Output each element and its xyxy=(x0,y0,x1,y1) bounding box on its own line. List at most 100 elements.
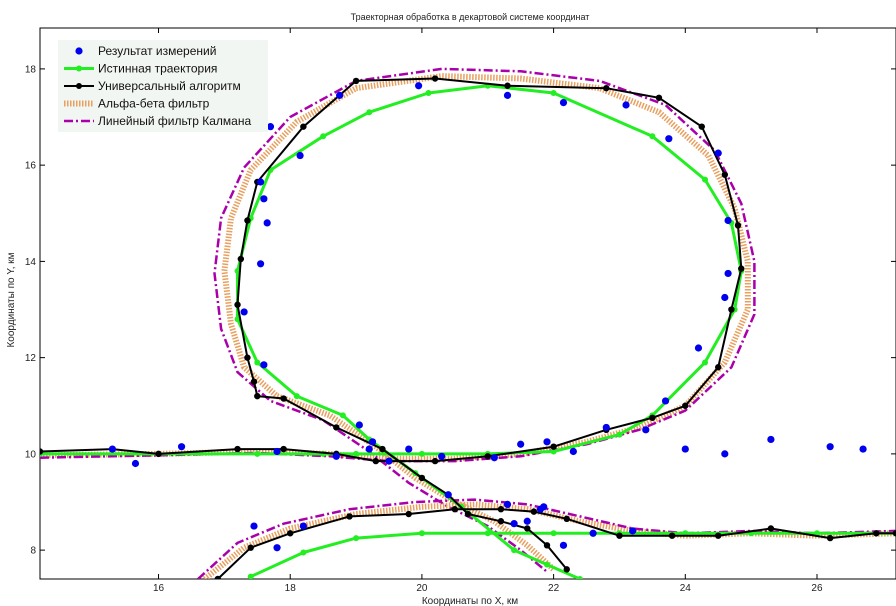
series-point xyxy=(655,94,663,101)
series-line xyxy=(202,501,896,579)
legend-item: Универсальный алгоритм xyxy=(64,79,241,93)
measurement-point xyxy=(385,457,393,465)
series-point xyxy=(682,402,689,409)
series-point xyxy=(379,445,386,453)
measurement-point xyxy=(622,101,630,109)
series-point xyxy=(418,474,426,482)
series-point xyxy=(280,445,287,453)
measurement-point xyxy=(240,308,248,316)
measurement-point xyxy=(724,216,732,225)
series-layer xyxy=(40,67,896,579)
x-tick-label: 18 xyxy=(285,583,297,594)
measurement-point xyxy=(859,445,867,453)
x-tick-label: 24 xyxy=(680,583,692,594)
measurement-point xyxy=(826,443,834,451)
series-7 xyxy=(202,501,896,579)
measurement-point xyxy=(296,151,304,160)
series-point xyxy=(497,518,505,525)
series-point xyxy=(550,448,557,455)
series-8 xyxy=(197,498,896,579)
series-point xyxy=(287,530,294,537)
measurement-point xyxy=(444,491,452,499)
series-point xyxy=(247,573,254,579)
series-point xyxy=(563,515,570,523)
y-tick-label: 10 xyxy=(25,449,37,460)
measurement-point xyxy=(767,435,775,444)
series-point xyxy=(300,549,307,556)
measurement-point xyxy=(273,544,281,552)
measurement-point xyxy=(256,260,265,268)
series-point xyxy=(524,525,531,532)
series-point xyxy=(353,535,360,542)
measurement-point xyxy=(355,421,363,429)
measurement-point xyxy=(721,293,729,302)
series-point xyxy=(244,217,251,224)
series-point xyxy=(254,359,261,366)
measurement-point xyxy=(510,520,518,528)
series-point xyxy=(826,534,834,542)
series-line xyxy=(217,508,896,579)
series-point xyxy=(254,450,261,457)
series-point xyxy=(234,445,241,453)
y-tick-label: 16 xyxy=(25,161,37,172)
series-point xyxy=(293,393,300,400)
series-point xyxy=(721,171,728,178)
series-point xyxy=(353,450,360,457)
measurement-point xyxy=(724,269,732,278)
measurement-point xyxy=(714,149,722,157)
series-line xyxy=(197,498,896,579)
measurement-point xyxy=(589,529,597,537)
series-point xyxy=(738,265,745,272)
measurement-point xyxy=(569,447,577,456)
series-point xyxy=(155,450,162,458)
series-point xyxy=(346,513,353,520)
measurement-point xyxy=(260,195,268,203)
series-point xyxy=(418,530,425,537)
series-2 xyxy=(40,75,745,573)
series-point xyxy=(698,123,705,130)
y-tick-label: 14 xyxy=(25,257,37,268)
x-axis: 16 18 20 22 24 26 xyxy=(153,28,823,594)
series-point xyxy=(497,506,505,513)
measurement-point xyxy=(503,500,512,509)
measurement-point xyxy=(681,445,689,453)
measurement-point xyxy=(263,219,271,227)
series-point xyxy=(728,306,735,313)
series-point xyxy=(550,89,557,96)
series-point xyxy=(668,532,676,539)
measurement-point xyxy=(368,438,377,446)
series-point xyxy=(244,354,251,361)
measurement-point xyxy=(131,459,140,468)
series-point xyxy=(873,530,880,537)
x-tick-label: 16 xyxy=(153,583,165,594)
y-tick-label: 18 xyxy=(25,64,37,75)
measurement-point xyxy=(405,445,413,453)
x-tick-label: 20 xyxy=(416,583,428,594)
y-tick-label: 12 xyxy=(25,353,37,364)
measurement-point xyxy=(661,397,670,405)
legend-marker xyxy=(76,83,82,89)
legend-marker xyxy=(75,47,83,55)
series-point xyxy=(576,576,583,579)
measurement-point xyxy=(629,527,637,535)
measurement-point xyxy=(260,361,268,369)
series-point xyxy=(352,77,360,85)
measurement-point xyxy=(438,452,446,460)
measurement-point xyxy=(415,82,423,90)
series-point xyxy=(451,506,459,513)
series-point xyxy=(320,133,327,140)
series-point xyxy=(280,395,287,402)
series-point xyxy=(237,255,245,263)
series-point xyxy=(339,412,346,419)
legend-marker xyxy=(76,65,82,72)
measurement-point xyxy=(523,517,531,525)
x-axis-label: Координаты по X, км xyxy=(422,596,518,606)
series-point xyxy=(504,82,511,89)
series-point xyxy=(603,84,610,92)
series-point xyxy=(702,359,709,366)
series-point xyxy=(300,123,307,130)
measurement-point xyxy=(177,443,186,451)
series-point xyxy=(511,547,518,554)
legend-label: Линейный фильтр Калмана xyxy=(98,114,251,128)
series-point xyxy=(892,530,896,537)
